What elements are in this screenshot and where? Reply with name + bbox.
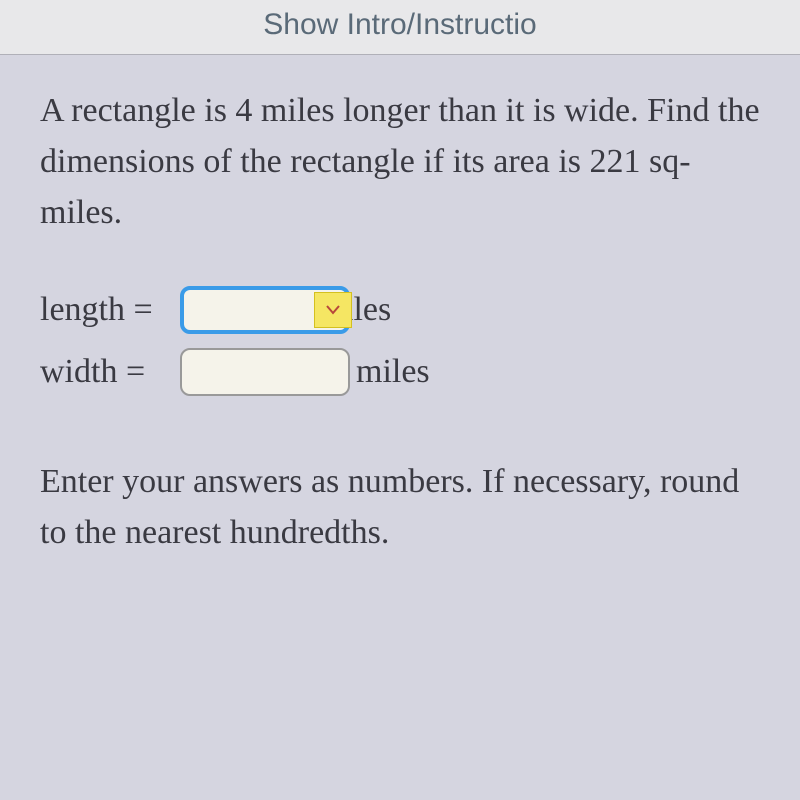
length-row: length = iles (40, 286, 770, 334)
intro-link-text: Show Intro/Instructio (263, 8, 536, 41)
length-input-wrapper (180, 286, 350, 334)
width-row: width = miles (40, 348, 770, 396)
dropdown-arrow-icon[interactable] (314, 292, 352, 328)
problem-statement: A rectangle is 4 miles longer than it is… (40, 85, 770, 238)
answer-instructions: Enter your answers as numbers. If necess… (40, 456, 770, 558)
width-unit: miles (356, 353, 430, 391)
width-label: width = (40, 353, 180, 391)
intro-instructions-link[interactable]: Show Intro/Instructio (0, 0, 800, 55)
length-label: length = (40, 291, 180, 329)
problem-content: A rectangle is 4 miles longer than it is… (0, 55, 800, 588)
answer-section: length = iles width = miles (40, 286, 770, 396)
width-input[interactable] (180, 348, 350, 396)
width-input-wrapper (180, 348, 350, 396)
